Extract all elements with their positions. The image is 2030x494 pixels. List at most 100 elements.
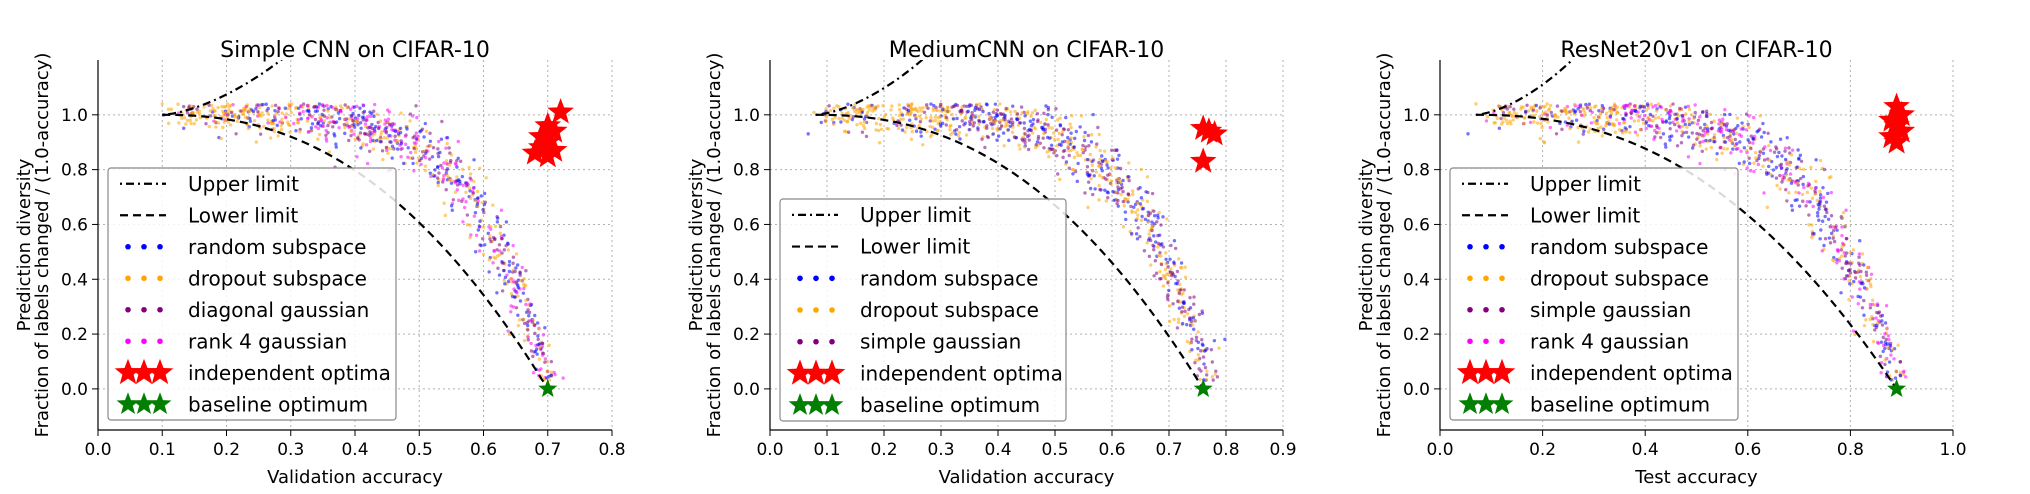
legend-handle-dot <box>125 275 131 282</box>
scatter-point <box>1177 291 1181 296</box>
scatter-point <box>1121 178 1125 183</box>
scatter-point <box>1848 282 1852 286</box>
x-axis-label: Validation accuracy <box>939 467 1115 488</box>
scatter-point <box>428 131 432 136</box>
scatter-point <box>1728 112 1732 117</box>
scatter-point <box>1805 190 1810 195</box>
scatter-point <box>1069 131 1073 135</box>
scatter-point <box>982 119 986 124</box>
legend-handle-dot <box>813 307 819 313</box>
scatter-point <box>1058 116 1062 120</box>
scatter-point <box>1109 166 1113 170</box>
scatter-point <box>1560 109 1564 113</box>
scatter-point <box>846 130 851 134</box>
scatter-point <box>1019 105 1024 109</box>
scatter-point <box>1582 129 1586 133</box>
scatter-point <box>195 110 200 114</box>
scatter-point <box>1588 127 1592 131</box>
scatter-point <box>444 159 449 163</box>
scatter-point <box>828 108 833 113</box>
scatter-point <box>1722 147 1726 151</box>
scatter-point <box>919 130 923 134</box>
scatter-point <box>1644 126 1648 131</box>
scatter-point <box>1820 219 1825 223</box>
scatter-point <box>1751 136 1755 141</box>
scatter-point <box>1025 111 1030 116</box>
scatter-point <box>1157 233 1162 237</box>
scatter-point <box>1881 335 1885 340</box>
scatter-point <box>1085 165 1090 169</box>
scatter-point <box>502 233 506 237</box>
scatter-point <box>1033 108 1037 113</box>
scatter-point <box>1734 131 1739 136</box>
scatter-point <box>968 122 972 127</box>
scatter-point <box>228 123 233 127</box>
scatter-point <box>1628 130 1632 135</box>
scatter-point <box>1889 353 1893 357</box>
scatter-point <box>423 155 428 160</box>
scatter-point <box>382 136 387 140</box>
y-tick-label: 1.0 <box>733 106 760 126</box>
scatter-point <box>1843 254 1847 258</box>
scatter-point <box>964 104 969 109</box>
scatter-point <box>1183 275 1188 279</box>
legend-label: simple gaussian <box>1530 298 1691 322</box>
scatter-point <box>312 104 317 109</box>
scatter-point <box>1581 132 1585 136</box>
scatter-point <box>1173 274 1177 279</box>
scatter-point <box>1612 102 1617 106</box>
scatter-point <box>442 173 446 178</box>
scatter-point <box>1124 197 1128 201</box>
scatter-point <box>223 104 228 109</box>
scatter-point <box>1011 125 1015 129</box>
scatter-point <box>1543 104 1547 109</box>
scatter-point <box>1880 323 1885 327</box>
scatter-point <box>515 290 519 295</box>
scatter-point <box>949 132 953 137</box>
scatter-point <box>327 150 332 154</box>
scatter-point <box>468 223 472 227</box>
scatter-point <box>513 269 517 274</box>
scatter-point <box>897 103 901 107</box>
scatter-point <box>917 123 921 128</box>
scatter-point <box>1047 125 1051 130</box>
scatter-point <box>455 165 459 169</box>
scatter-point <box>1096 125 1100 130</box>
scatter-point <box>1817 207 1821 211</box>
scatter-point <box>1718 146 1722 150</box>
scatter-point <box>512 295 517 299</box>
scatter-point <box>1783 149 1787 153</box>
scatter-point <box>378 119 383 123</box>
scatter-point <box>1007 138 1011 143</box>
scatter-point <box>1142 249 1147 253</box>
scatter-point <box>1541 111 1545 116</box>
scatter-point <box>436 139 441 144</box>
scatter-point <box>1797 157 1801 161</box>
scatter-point <box>985 126 989 130</box>
scatter-point <box>1522 116 1527 120</box>
scatter-point <box>1135 201 1140 205</box>
scatter-point <box>461 220 465 224</box>
legend-handle-star <box>788 393 812 415</box>
scatter-point <box>472 179 476 184</box>
scatter-point <box>507 269 512 274</box>
scatter-point <box>511 261 515 265</box>
scatter-point <box>380 149 385 153</box>
scatter-point <box>1793 198 1797 202</box>
scatter-point <box>1716 129 1721 133</box>
scatter-point <box>1505 121 1510 126</box>
scatter-point <box>1013 109 1017 114</box>
scatter-point <box>364 143 369 147</box>
scatter-point <box>225 102 230 106</box>
scatter-point <box>1117 153 1121 157</box>
scatter-point <box>283 115 288 120</box>
scatter-point <box>279 124 283 128</box>
scatter-point <box>299 117 303 121</box>
legend-label: random subspace <box>860 266 1038 290</box>
scatter-point <box>950 112 954 117</box>
scatter-point <box>1668 114 1672 118</box>
scatter-point <box>352 105 357 109</box>
scatter-point <box>855 111 859 115</box>
legend-label: independent optima <box>860 361 1063 385</box>
scatter-point <box>1188 341 1192 346</box>
